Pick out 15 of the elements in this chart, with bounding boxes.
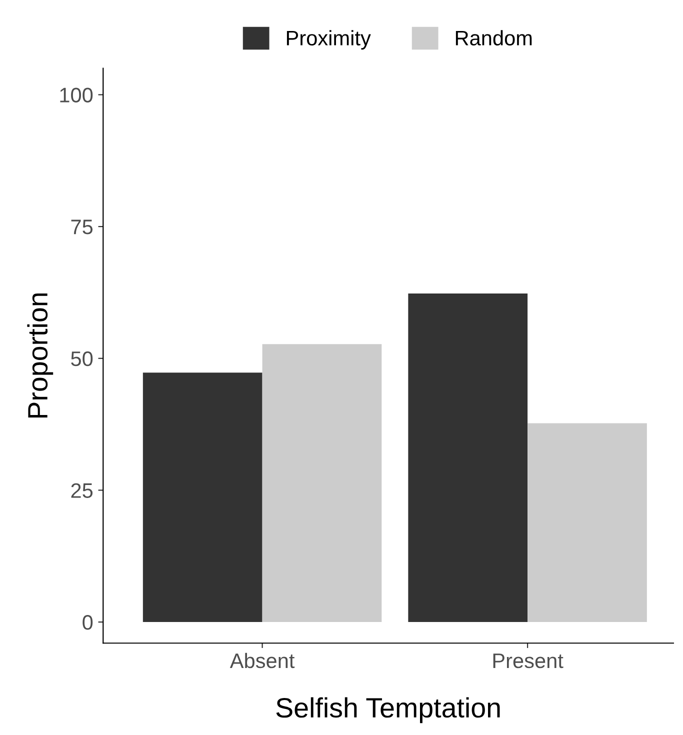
y-tick-label: 0 xyxy=(82,615,93,630)
y-tick-label: 75 xyxy=(71,220,93,234)
bar xyxy=(262,344,382,622)
x-tick-label: Present xyxy=(493,654,564,668)
y-tick-label: 100 xyxy=(60,88,93,102)
legend-label: Proximity xyxy=(286,30,371,50)
y-tick-label: 50 xyxy=(71,351,93,366)
bar xyxy=(408,294,528,622)
legend-label: Random xyxy=(456,30,532,46)
y-tick-label: 25 xyxy=(71,483,93,498)
y-axis-title: Proportion xyxy=(27,293,54,418)
x-tick-label: Absent xyxy=(230,652,295,668)
x-axis-title: Selfish Temptation xyxy=(276,697,500,724)
bar xyxy=(528,423,647,622)
bar xyxy=(142,372,262,622)
